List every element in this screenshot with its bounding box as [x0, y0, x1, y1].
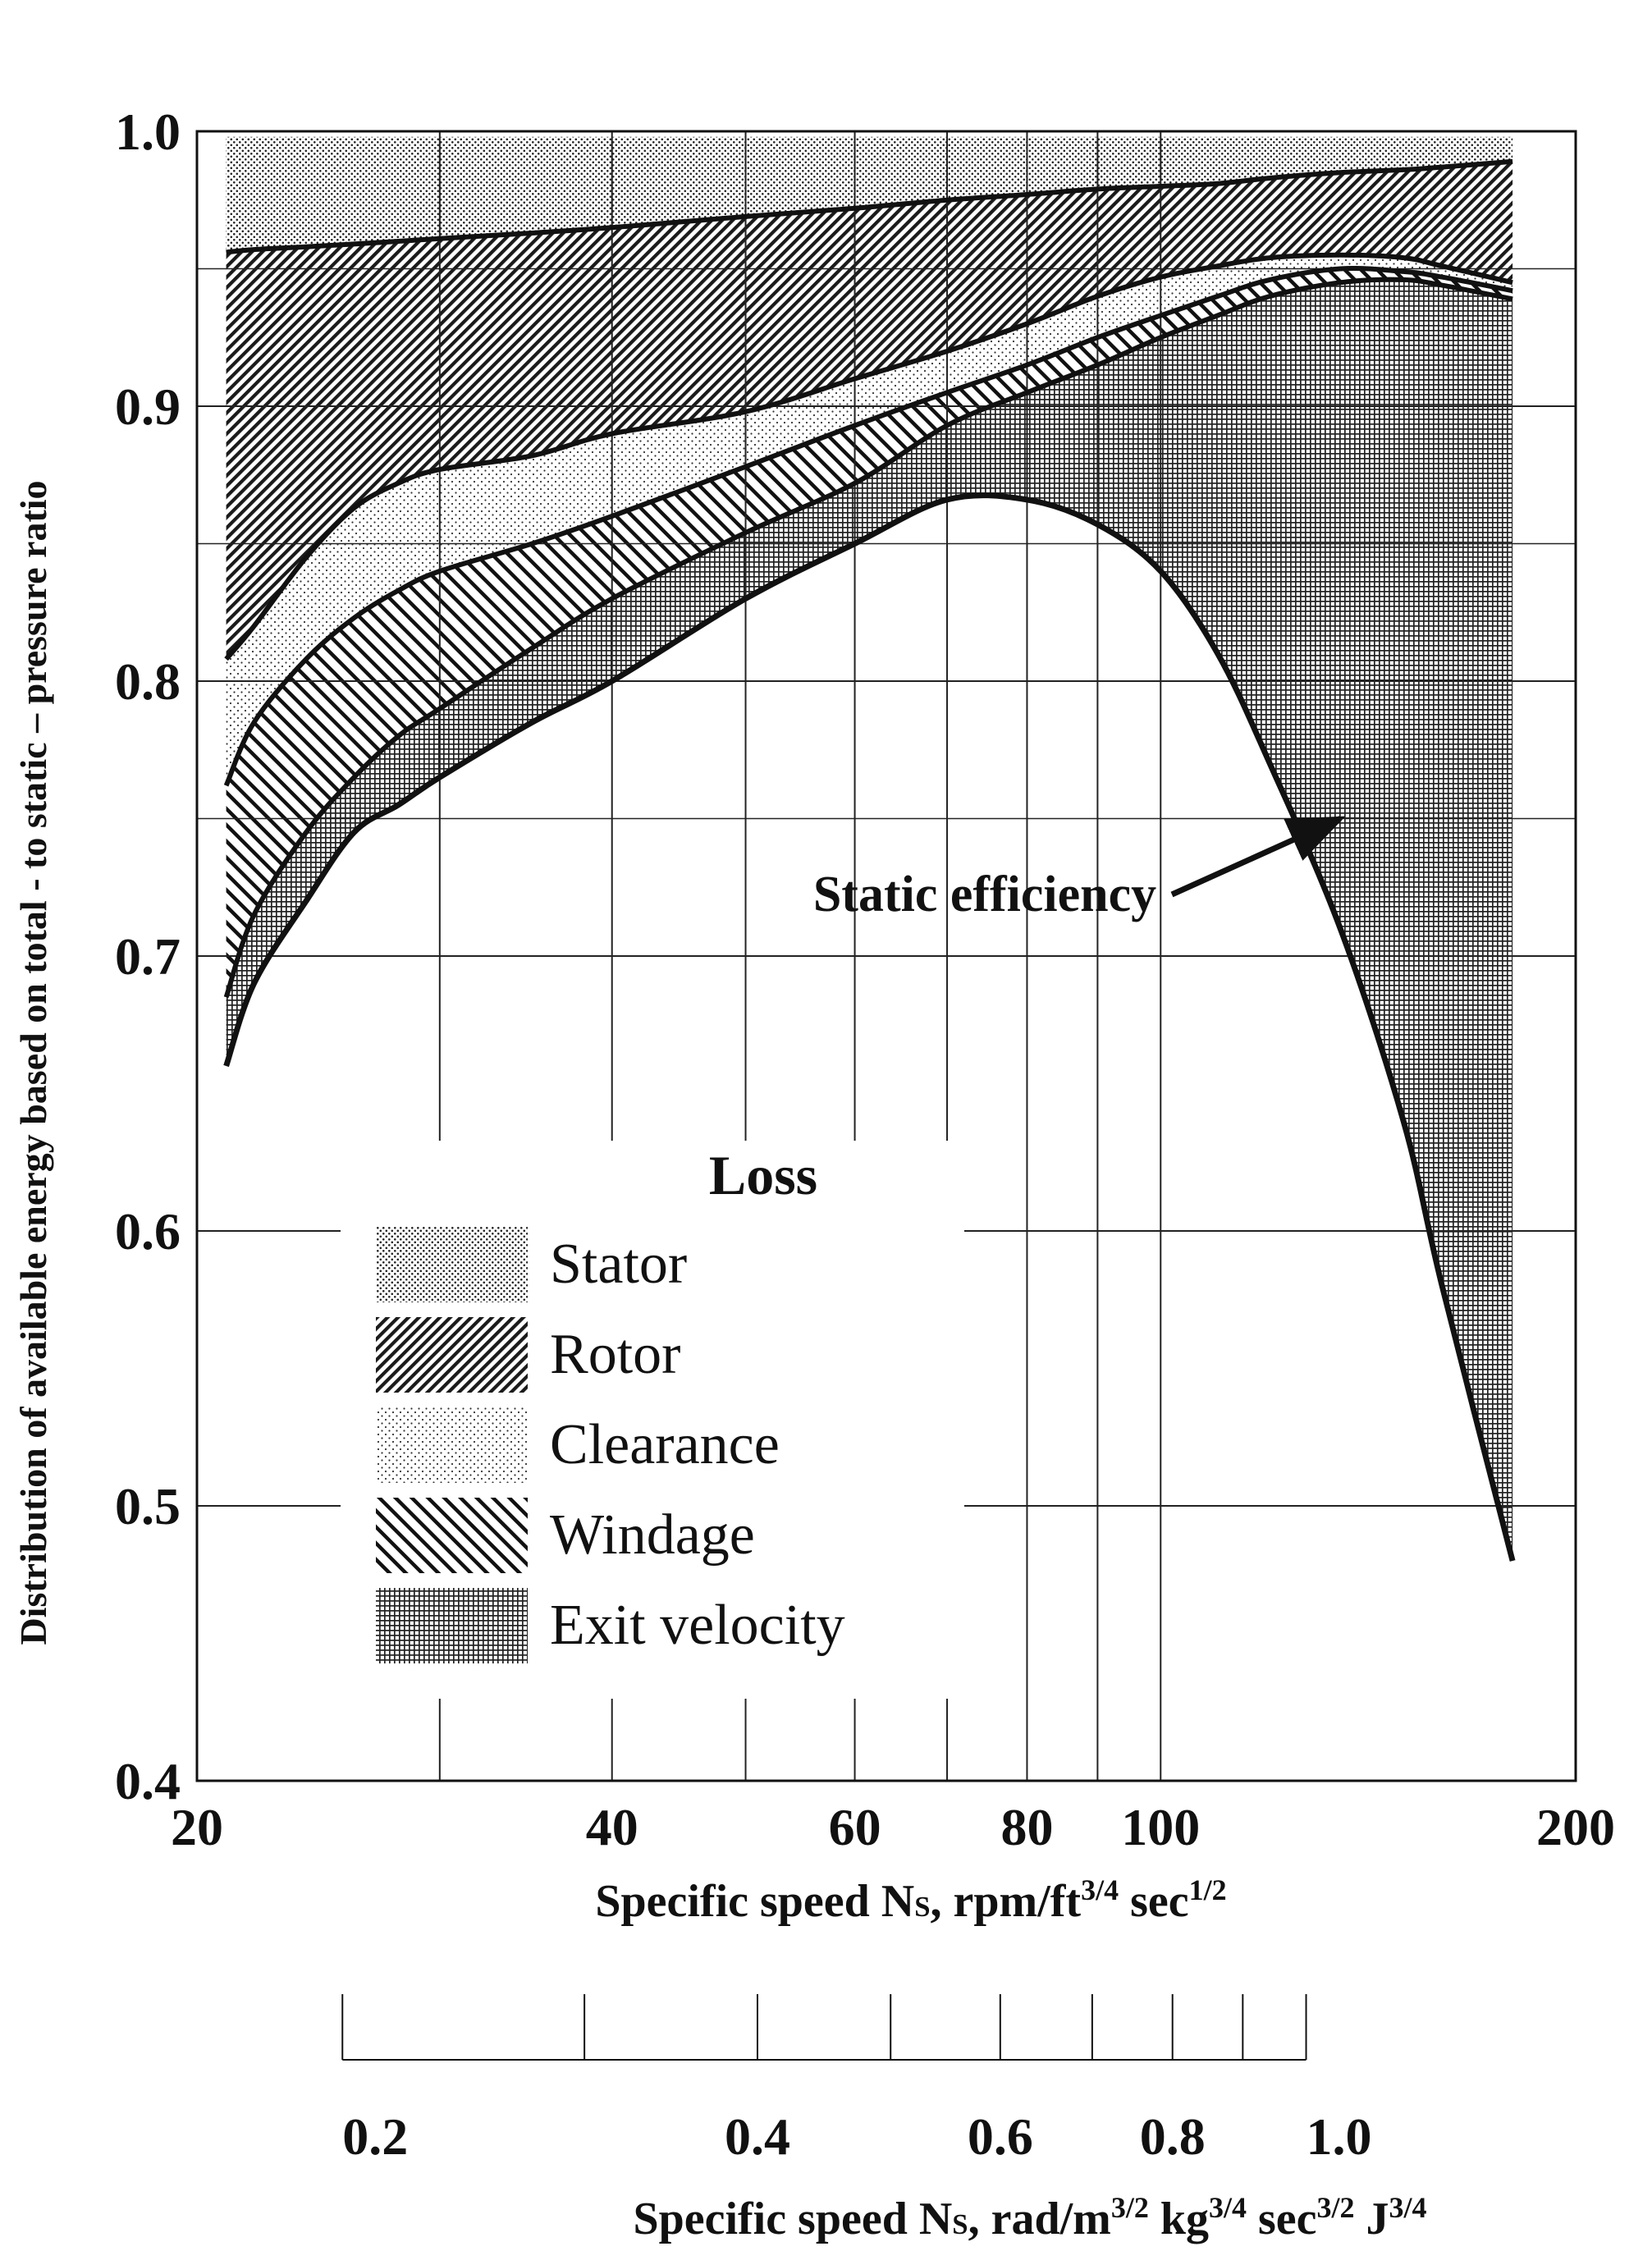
- x-tick-label: 200: [1536, 1798, 1615, 1856]
- legend-label: Exit velocity: [550, 1594, 845, 1657]
- y-tick-label: 0.4: [115, 1752, 181, 1810]
- legend: Loss Stator Rotor Clearance Windage Exit vel…: [341, 1141, 964, 1699]
- secondary-x-axis-label: Specific speed NS, rad/m3/2 kg3/4 sec3/2…: [633, 2191, 1426, 2244]
- secondary-tick-label: 1.0: [1306, 2107, 1372, 2166]
- loss-bands: [226, 136, 1513, 1561]
- legend-label: Clearance: [550, 1413, 780, 1476]
- plot-frame: [195, 130, 1577, 1782]
- static-efficiency-annotation: Static efficiency: [813, 816, 1346, 922]
- stator-rotor-boundary: [226, 158, 1513, 255]
- y-tick-label: 0.6: [115, 1202, 181, 1260]
- boundary-curves: [223, 158, 1516, 1562]
- x-tick-labels: 20 40 60 80 100 200: [171, 1798, 1615, 1856]
- legend-swatch: [376, 1407, 528, 1483]
- legend-swatch: [376, 1317, 528, 1393]
- secondary-tick-label: 0.6: [968, 2107, 1033, 2166]
- x-tick-label: 20: [171, 1798, 223, 1856]
- rotor-band: [226, 161, 1513, 660]
- x-tick-label: 100: [1121, 1798, 1200, 1856]
- legend-title: Loss: [709, 1144, 817, 1206]
- exit-velocity-band: [226, 279, 1513, 1561]
- y-tick-labels: 1.0 0.9 0.8 0.7 0.6 0.5 0.4: [115, 103, 181, 1810]
- static-efficiency-arrow: [1170, 816, 1346, 898]
- y-axis-label: Distribution of available energy based o…: [12, 480, 54, 1645]
- secondary-tick-label: 0.4: [725, 2107, 790, 2166]
- clearance-windage-boundary: [223, 266, 1513, 787]
- legend-swatch: [376, 1227, 528, 1302]
- legend-swatch: [376, 1498, 528, 1573]
- windage-band: [226, 268, 1513, 998]
- static-efficiency-label: Static efficiency: [813, 867, 1156, 922]
- y-tick-label: 0.5: [115, 1477, 181, 1535]
- clearance-band: [226, 254, 1513, 786]
- x-tick-label: 60: [829, 1798, 881, 1856]
- windage-exit-boundary: [223, 277, 1513, 999]
- x-tick-label: 80: [1000, 1798, 1053, 1856]
- legend-swatch: [376, 1588, 528, 1663]
- legend-label: Windage: [550, 1503, 755, 1567]
- x-axis-label: Specific speed NS, rpm/ft3/4 sec1/2: [595, 1874, 1226, 1927]
- x-tick-label: 40: [586, 1798, 638, 1856]
- secondary-tick-label: 0.8: [1140, 2107, 1206, 2166]
- rotor-clearance-boundary: [224, 252, 1513, 661]
- y-tick-label: 0.9: [115, 377, 181, 436]
- legend-label: Rotor: [550, 1323, 680, 1386]
- y-tick-label: 1.0: [115, 103, 181, 161]
- stator-band: [226, 136, 1513, 253]
- y-tick-label: 0.7: [115, 927, 181, 986]
- secondary-x-axis: 0.2 0.4 0.6 0.8 1.0: [341, 1994, 1372, 2166]
- y-tick-label: 0.8: [115, 652, 181, 711]
- legend-label: Stator: [550, 1233, 687, 1296]
- secondary-tick-label: 0.2: [342, 2107, 408, 2166]
- static-efficiency-curve: [223, 492, 1516, 1562]
- legend-items: Stator Rotor Clearance Windage Exit velocity: [376, 1227, 845, 1663]
